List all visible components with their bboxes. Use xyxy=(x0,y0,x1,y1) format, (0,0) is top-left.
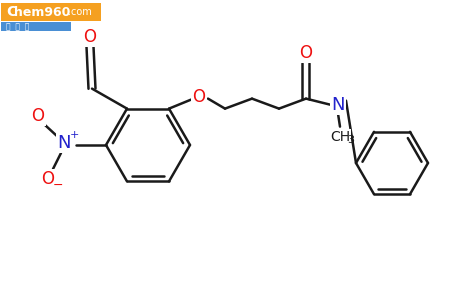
Text: .com: .com xyxy=(68,7,92,17)
Text: O: O xyxy=(83,28,97,46)
FancyBboxPatch shape xyxy=(1,22,71,31)
Text: O: O xyxy=(192,88,206,106)
Text: 3: 3 xyxy=(347,134,355,145)
Text: 化  工  网: 化 工 网 xyxy=(6,23,29,32)
Text: −: − xyxy=(53,178,63,192)
Text: CH: CH xyxy=(330,130,350,144)
Text: N: N xyxy=(331,96,345,114)
Text: +: + xyxy=(69,130,79,140)
Text: O: O xyxy=(31,107,45,125)
Text: C: C xyxy=(6,5,16,19)
Text: N: N xyxy=(57,134,71,152)
FancyBboxPatch shape xyxy=(1,3,101,21)
Text: O: O xyxy=(300,44,312,62)
Text: O: O xyxy=(42,170,55,188)
Text: hem960: hem960 xyxy=(14,6,70,18)
